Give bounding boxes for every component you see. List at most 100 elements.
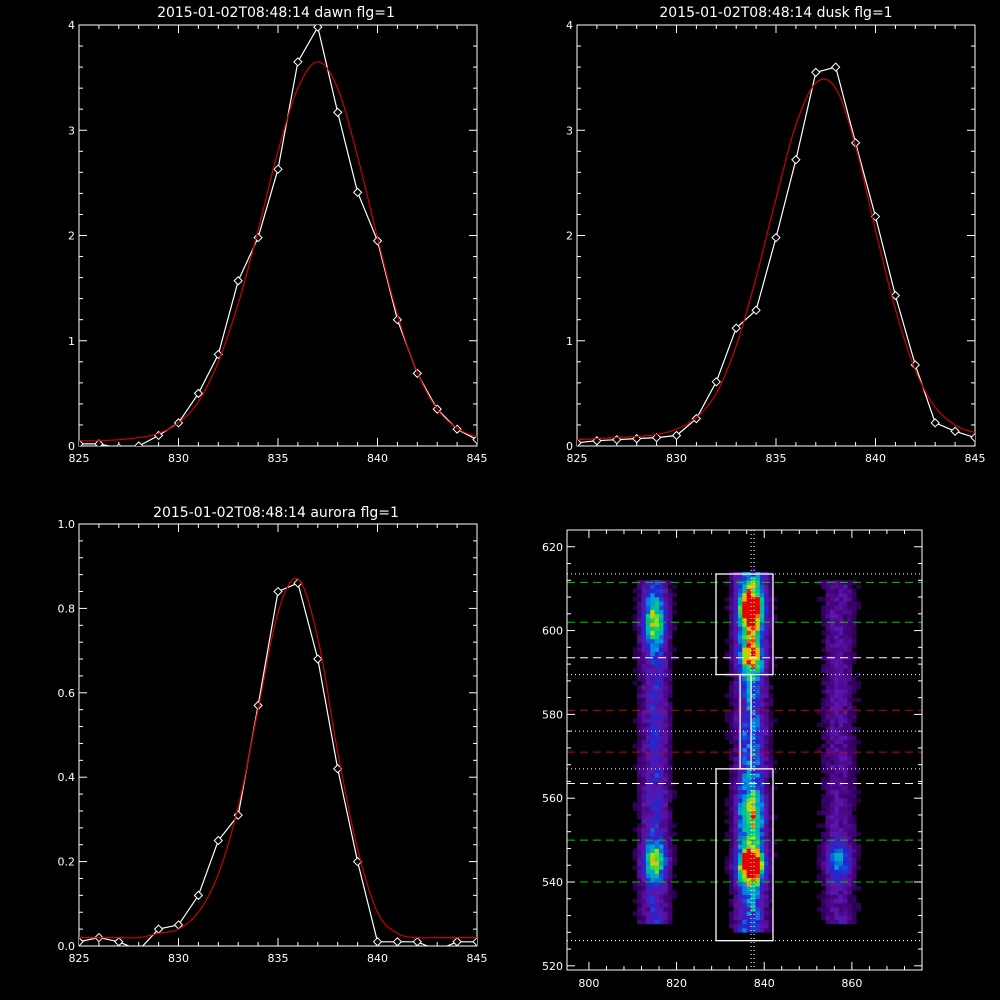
heatmap-cell <box>755 718 761 724</box>
heatmap-cell <box>729 613 734 619</box>
heatmap-cell <box>847 601 853 606</box>
heatmap-cell <box>834 869 840 874</box>
heatmap-cell <box>637 894 642 900</box>
heatmap-cell <box>751 576 756 581</box>
heatmap-cell <box>829 802 835 807</box>
heatmap-cell <box>663 722 669 728</box>
heatmap-cell <box>751 915 756 921</box>
heatmap-cell <box>746 794 752 799</box>
heatmap-cell <box>663 911 669 916</box>
heatmap-cell <box>751 743 756 749</box>
heatmap-cell <box>843 643 848 648</box>
heatmap-cell <box>645 710 651 715</box>
heatmap-cell <box>746 856 752 862</box>
heatmap-cell <box>816 823 822 828</box>
heatmap-cell <box>659 672 664 677</box>
heatmap-cell <box>755 651 761 657</box>
heatmap-cell <box>847 618 853 623</box>
heatmap-cell <box>829 806 835 812</box>
heatmap-cell <box>834 844 840 849</box>
heatmap-cell <box>654 618 660 623</box>
heatmap-cell <box>829 672 835 677</box>
heatmap-cell <box>724 693 730 698</box>
heatmap-cell <box>751 697 756 703</box>
heatmap-cell <box>834 764 840 770</box>
heatmap-cell <box>751 676 756 682</box>
heatmap-cell <box>672 622 677 627</box>
heatmap-cell <box>843 835 848 841</box>
heatmap-cell <box>645 911 651 916</box>
heatmap-cell <box>829 592 835 598</box>
heatmap-cell <box>663 735 669 740</box>
heatmap-cell <box>746 844 752 849</box>
heatmap-cell <box>659 819 664 824</box>
heatmap-cell <box>834 760 840 765</box>
heatmap-cell <box>746 764 752 770</box>
heatmap-cell <box>650 697 655 703</box>
heatmap-cell <box>667 726 673 732</box>
heatmap-cell <box>637 634 642 640</box>
heatmap-cell <box>829 706 835 711</box>
heatmap-cell <box>654 588 660 594</box>
heatmap-cell <box>759 697 765 703</box>
heatmap-cell <box>759 773 765 778</box>
heatmap-cell <box>759 823 765 828</box>
heatmap-cell <box>742 597 747 602</box>
heatmap-cell <box>729 890 734 895</box>
heatmap-cell <box>821 781 826 786</box>
heatmap-cell <box>834 618 840 623</box>
heatmap-cell <box>829 685 835 690</box>
heatmap-cell <box>650 701 655 707</box>
heatmap-cell <box>843 701 848 707</box>
heatmap-cell <box>755 597 761 602</box>
heatmap-cell <box>733 840 739 845</box>
heatmap-cell <box>746 760 752 765</box>
heatmap-cell <box>659 848 664 853</box>
heatmap-cell <box>667 710 673 715</box>
heatmap-cell <box>856 907 861 912</box>
heatmap-cell <box>764 609 769 615</box>
heatmap-cell <box>751 718 756 724</box>
heatmap-cell <box>759 659 765 665</box>
heatmap-cell <box>746 588 752 594</box>
heatmap-cell <box>667 752 673 757</box>
heatmap-cell <box>645 722 651 728</box>
heatmap-cell <box>755 814 761 820</box>
heatmap-cell <box>825 613 831 619</box>
heatmap-cell <box>821 714 826 719</box>
heatmap-cell <box>746 706 752 711</box>
heatmap-cell <box>751 886 756 891</box>
heatmap-cell <box>764 823 769 828</box>
heatmap-cell <box>755 756 761 761</box>
heatmap-cell <box>645 605 651 610</box>
heatmap-cell <box>654 655 660 661</box>
heatmap-cell <box>654 630 660 636</box>
heatmap-cell <box>768 840 774 845</box>
heatmap-cell <box>834 747 840 753</box>
heatmap-cell <box>834 651 840 657</box>
heatmap-cell <box>843 911 848 916</box>
heatmap-cell <box>751 747 756 753</box>
heatmap-cell <box>825 806 831 812</box>
heatmap-cell <box>729 823 734 828</box>
heatmap-cell <box>847 613 853 619</box>
heatmap-cell <box>650 726 655 732</box>
heatmap-cell <box>829 814 835 820</box>
heatmap-cell <box>663 865 669 870</box>
heatmap-cell <box>659 664 664 669</box>
heatmap-cell <box>751 794 756 799</box>
heatmap-cell <box>856 605 861 610</box>
heatmap-cell <box>654 735 660 740</box>
heatmap-cell <box>650 886 655 891</box>
dusk-data-point <box>577 438 582 446</box>
heatmap-cell <box>729 739 734 745</box>
heatmap-cell <box>746 651 752 657</box>
heatmap-cell <box>821 869 826 874</box>
heatmap-cell <box>742 747 747 753</box>
dawn-x-tick-label: 835 <box>268 452 289 465</box>
heatmap-cell <box>663 760 669 765</box>
heatmap-cell <box>755 902 761 908</box>
heatmap-cell <box>663 622 669 627</box>
heatmap-cell <box>641 693 647 698</box>
heatmap-cell <box>641 898 647 904</box>
